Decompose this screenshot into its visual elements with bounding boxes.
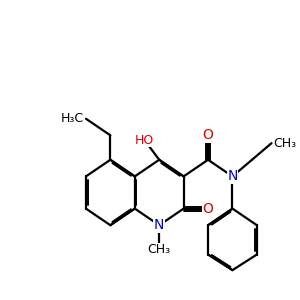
Text: H₃C: H₃C <box>61 112 84 125</box>
Text: CH₃: CH₃ <box>274 137 297 150</box>
Text: O: O <box>202 202 214 216</box>
Text: O: O <box>202 128 214 142</box>
Text: CH₃: CH₃ <box>148 243 171 256</box>
Text: N: N <box>227 169 238 183</box>
Text: HO: HO <box>135 134 154 147</box>
Text: N: N <box>154 218 164 232</box>
